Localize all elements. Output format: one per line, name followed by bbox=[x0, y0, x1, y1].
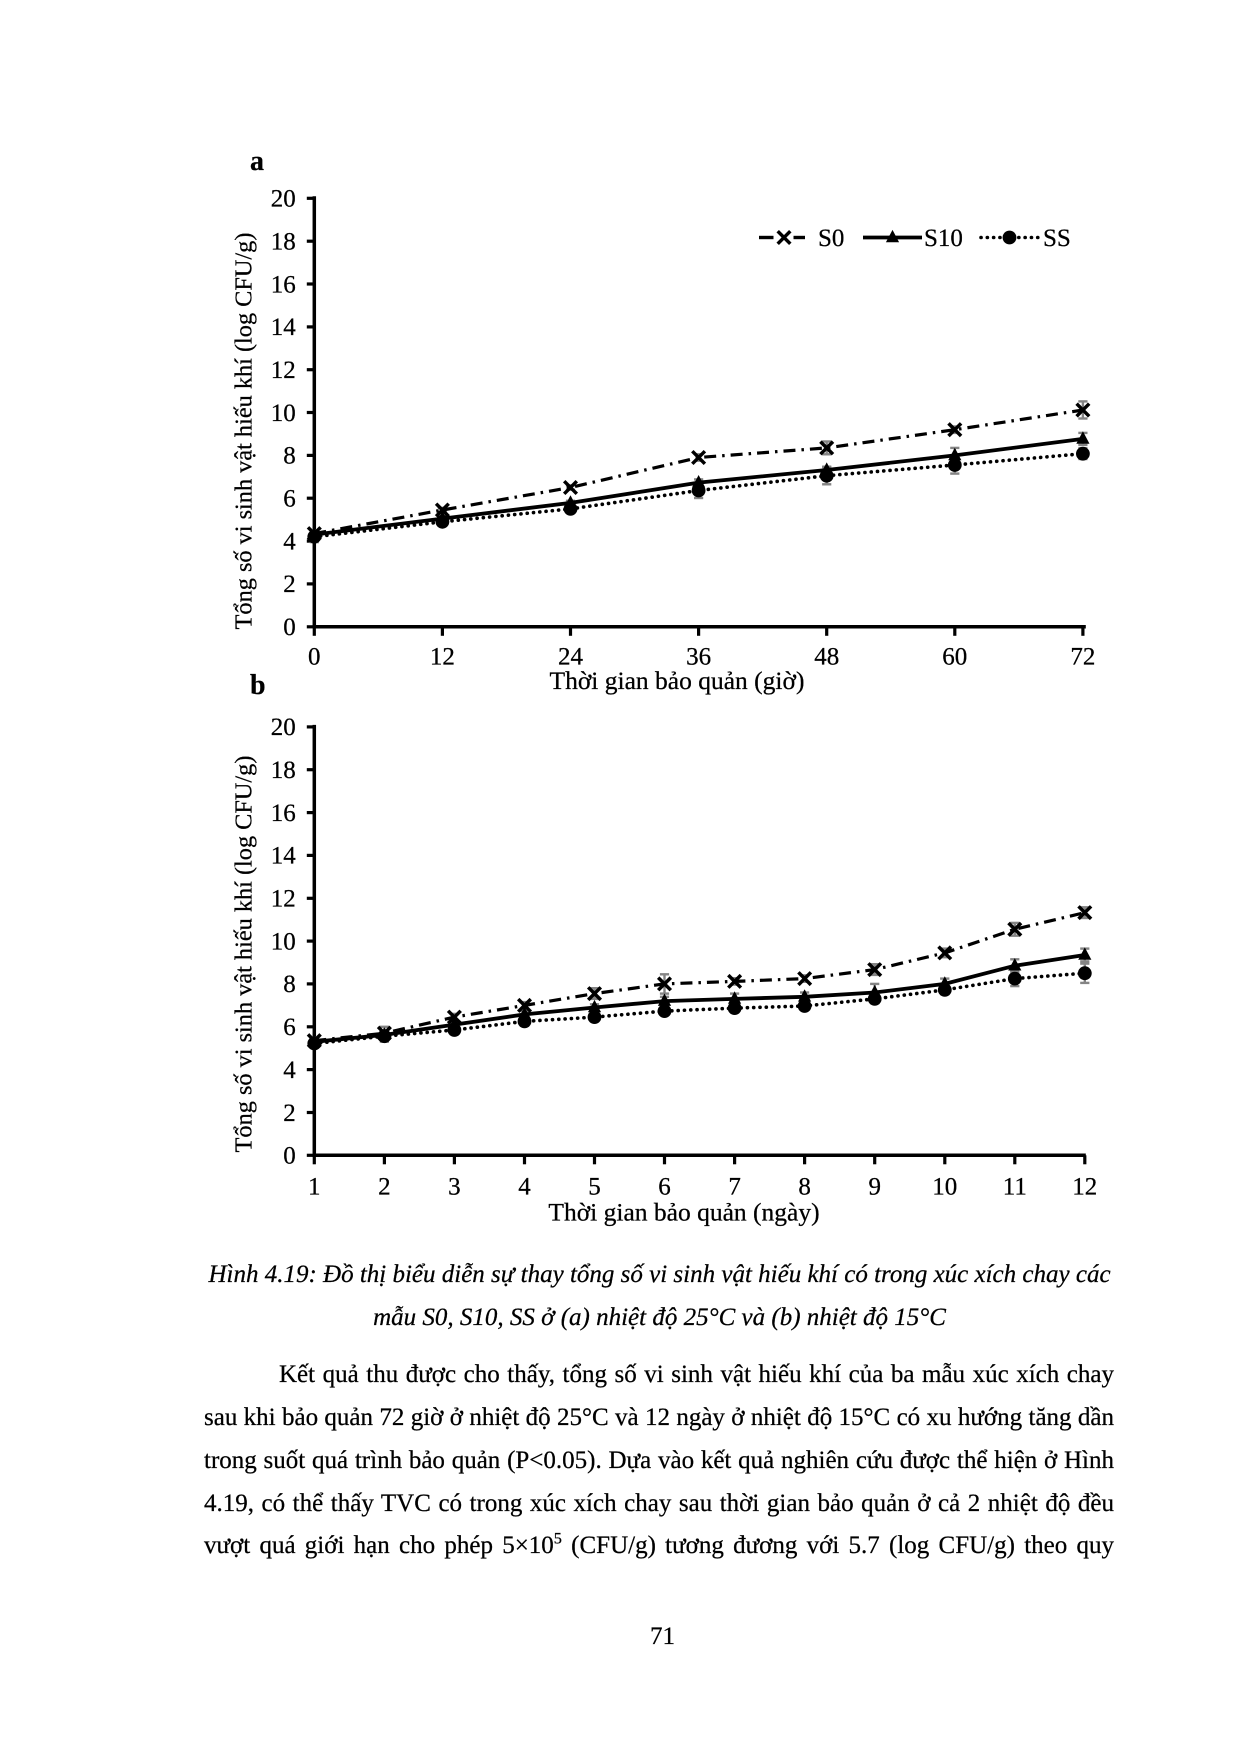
svg-text:10: 10 bbox=[271, 400, 296, 427]
svg-text:12: 12 bbox=[271, 886, 296, 913]
svg-text:16: 16 bbox=[271, 271, 296, 298]
svg-text:20: 20 bbox=[271, 186, 296, 213]
svg-text:SS: SS bbox=[1043, 225, 1071, 252]
svg-text:9: 9 bbox=[868, 1174, 881, 1201]
svg-text:60: 60 bbox=[942, 643, 967, 670]
svg-text:0: 0 bbox=[308, 643, 321, 670]
svg-text:2: 2 bbox=[283, 1100, 296, 1127]
svg-text:Tổng số vi sinh vật hiếu khí (: Tổng số vi sinh vật hiếu khí (log CFU/g) bbox=[231, 233, 258, 630]
svg-text:8: 8 bbox=[283, 443, 296, 470]
svg-text:10: 10 bbox=[932, 1174, 957, 1201]
svg-text:6: 6 bbox=[658, 1174, 671, 1201]
svg-text:6: 6 bbox=[283, 1014, 296, 1041]
svg-text:72: 72 bbox=[1070, 643, 1095, 670]
svg-text:14: 14 bbox=[271, 314, 297, 341]
svg-text:S10: S10 bbox=[924, 225, 963, 252]
svg-text:4: 4 bbox=[283, 528, 296, 555]
svg-text:5: 5 bbox=[588, 1174, 601, 1201]
svg-text:6: 6 bbox=[283, 486, 296, 513]
svg-text:Tổng số vi sinh vật hiếu khí (: Tổng số vi sinh vật hiếu khí (log CFU/g) bbox=[231, 756, 258, 1153]
svg-text:8: 8 bbox=[283, 971, 296, 998]
svg-text:48: 48 bbox=[814, 643, 839, 670]
svg-text:24: 24 bbox=[558, 643, 584, 670]
svg-text:4: 4 bbox=[518, 1174, 531, 1201]
svg-text:2: 2 bbox=[378, 1174, 391, 1201]
svg-text:S0: S0 bbox=[818, 225, 844, 252]
svg-text:2: 2 bbox=[283, 571, 296, 598]
svg-text:11: 11 bbox=[1003, 1174, 1027, 1201]
svg-text:1: 1 bbox=[308, 1174, 321, 1201]
svg-text:8: 8 bbox=[798, 1174, 811, 1201]
svg-text:12: 12 bbox=[430, 643, 455, 670]
svg-text:Thời gian bảo quản (ngày): Thời gian bảo quản (ngày) bbox=[548, 1198, 819, 1227]
svg-text:3: 3 bbox=[448, 1174, 461, 1201]
svg-text:0: 0 bbox=[283, 1143, 296, 1170]
svg-text:0: 0 bbox=[283, 614, 296, 641]
svg-text:10: 10 bbox=[271, 928, 296, 955]
svg-text:14: 14 bbox=[271, 843, 297, 870]
svg-text:12: 12 bbox=[271, 357, 296, 384]
svg-text:16: 16 bbox=[271, 800, 296, 827]
svg-text:18: 18 bbox=[271, 229, 296, 256]
svg-text:36: 36 bbox=[686, 643, 711, 670]
svg-text:7: 7 bbox=[728, 1174, 741, 1201]
svg-text:20: 20 bbox=[271, 714, 296, 741]
svg-text:12: 12 bbox=[1072, 1174, 1097, 1201]
svg-text:Thời gian bảo quản (giờ): Thời gian bảo quản (giờ) bbox=[550, 666, 805, 695]
svg-text:4: 4 bbox=[283, 1057, 296, 1084]
svg-text:18: 18 bbox=[271, 757, 296, 784]
